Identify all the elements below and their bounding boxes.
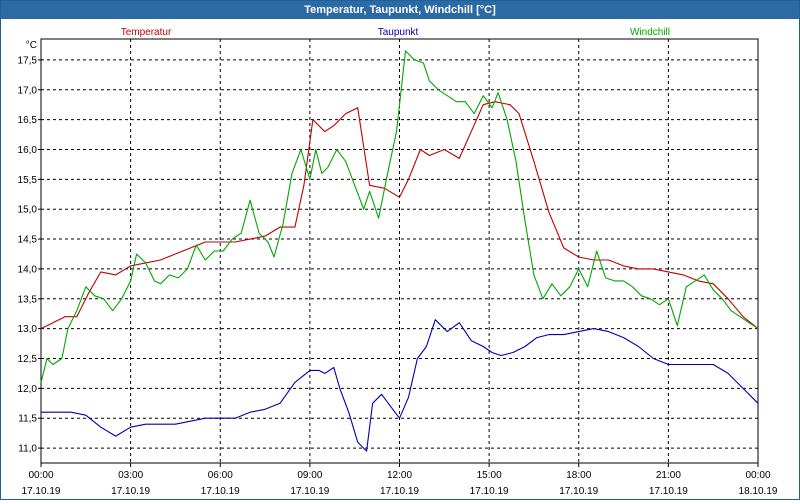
y-tick-label: 14,0	[18, 264, 38, 275]
plot-area: 11,0 11,5 12,0 12,5 13,0 13,5 14,0 14,5 15,0 15,5…	[1, 20, 799, 499]
chart-title: Temperatur, Taupunkt, Windchill [°C]	[1, 1, 799, 19]
y-tick-label: 12,5	[18, 354, 38, 365]
x-tick-time-label: 03:00	[118, 470, 143, 481]
series-line-taupunkt	[41, 319, 759, 452]
y-tick-label: 12,0	[18, 384, 38, 395]
x-tick-date-label: 17.10.19	[290, 486, 329, 497]
x-tick-time-label: 15:00	[477, 470, 502, 481]
y-tick-label: 17,0	[18, 85, 38, 96]
x-tick-time-label: 09:00	[297, 470, 322, 481]
x-tick-time-label: 18:00	[566, 470, 591, 481]
x-tick-time-label: 00:00	[28, 470, 53, 481]
x-tick-date-label: 17.10.19	[111, 486, 150, 497]
x-tick-date-label: 18.10.19	[739, 486, 778, 497]
series-line-temperatur	[40, 101, 759, 330]
x-tick-date-label: 17.10.19	[380, 486, 419, 497]
legend-label-temperatur: Temperatur	[121, 27, 172, 38]
x-tick-time-label: 00:00	[745, 470, 770, 481]
y-tick-label: 13,0	[18, 324, 38, 335]
series-line-windchill	[40, 50, 759, 383]
legend-label-taupunkt: Taupunkt	[378, 27, 419, 38]
y-tick-label: 14,5	[18, 235, 38, 246]
y-tick-label: 11,5	[18, 414, 37, 425]
y-axis-unit-label: °C	[26, 40, 37, 51]
y-tick-label: 16,5	[18, 115, 38, 126]
x-tick-time-label: 21:00	[656, 470, 681, 481]
y-tick-label: 15,0	[18, 205, 38, 216]
x-tick-date-label: 17.10.19	[22, 486, 61, 497]
x-tick-date-label: 17.10.19	[470, 486, 509, 497]
x-tick-date-label: 17.10.19	[559, 486, 598, 497]
line-chart: 11,0 11,5 12,0 12,5 13,0 13,5 14,0 14,5 15,0 15,5…	[18, 27, 778, 497]
y-tick-label: 11,0	[18, 444, 37, 455]
legend-label-windchill: Windchill	[630, 27, 670, 38]
x-tick-date-label: 17.10.19	[649, 486, 688, 497]
x-tick-date-label: 17.10.19	[201, 486, 240, 497]
y-tick-label: 16,0	[18, 145, 38, 156]
x-tick-time-label: 06:00	[208, 470, 233, 481]
y-tick-label: 17,5	[18, 55, 38, 66]
y-tick-label: 13,5	[18, 294, 38, 305]
x-tick-time-label: 12:00	[387, 470, 412, 481]
y-tick-label: 15,5	[18, 175, 38, 186]
